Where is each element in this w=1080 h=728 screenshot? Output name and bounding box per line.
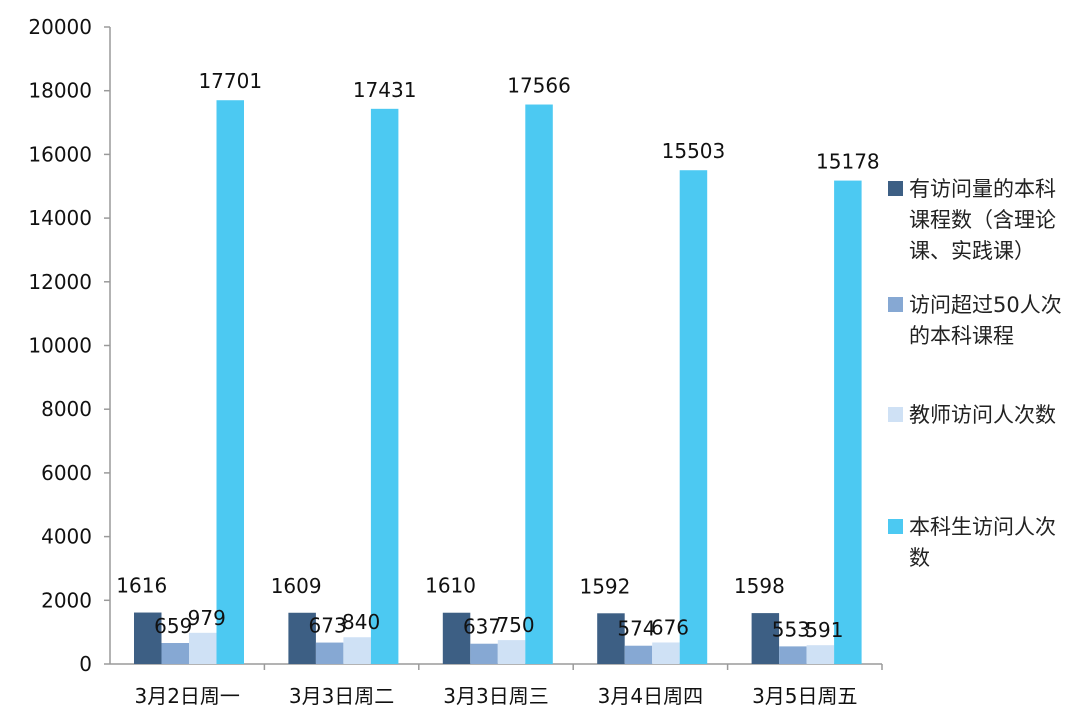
data-label: 750 [496,613,534,637]
bar [525,104,553,665]
legend-label: 教师访问人次数 [909,403,1056,427]
x-category-label: 3月3日周三 [443,684,548,708]
bar [806,645,835,664]
legend-item: 本科生访问人次数 [888,512,1067,574]
y-tick-label: 8000 [41,397,92,421]
bar [216,100,244,665]
bar [288,612,316,664]
x-category-label: 3月5日周五 [752,684,857,708]
bar [315,642,344,664]
data-label: 1592 [579,574,630,598]
y-axis-ticks: 0 2000 4000 6000 8000 10000 12000 14000 16000 180… [28,15,110,676]
y-tick-label: 16000 [28,142,92,166]
y-tick-label: 10000 [28,334,92,358]
data-label: 1598 [734,574,785,598]
data-label: 1616 [116,574,167,598]
bar [751,613,780,664]
data-label: 15178 [816,150,880,174]
bar [597,613,625,664]
bar [624,645,653,664]
y-tick-label: 14000 [28,206,92,230]
bar [189,632,217,664]
legend-swatch [888,519,903,534]
data-label: 1609 [271,574,322,598]
data-label: 17431 [353,78,417,102]
data-label: 591 [805,618,843,642]
data-label: 637 [463,615,501,639]
bar [161,643,189,664]
data-label: 673 [309,614,347,638]
legend-swatch [888,181,903,196]
legend-item: 有访问量的本科课程数（含理论课、实践课） [888,174,1067,267]
legend-label: 有访问量的本科课程数（含理论课、实践课） [909,177,1056,263]
bar [370,108,399,665]
x-category-label: 3月4日周四 [598,684,703,708]
y-tick-label: 18000 [28,79,92,103]
legend-item: 访问超过50人次的本科课程 [888,290,1067,352]
bar [497,640,526,664]
data-label: 553 [772,617,810,641]
legend-label: 访问超过50人次的本科课程 [909,293,1062,348]
data-label: 15503 [662,139,726,163]
bar [134,612,162,664]
data-labels: 1616 1609 1610 1592 1598 659 673 637 574 553 979 84… [116,69,879,642]
x-category-label: 3月2日周一 [134,684,239,708]
bar [652,642,680,664]
legend-label: 本科生访问人次数 [909,515,1056,570]
y-tick-label: 0 [79,652,92,676]
data-label: 17701 [198,69,262,93]
x-category-label: 3月3日周二 [289,684,394,708]
bar [834,180,862,665]
bar [679,170,708,665]
bar-group [134,100,862,665]
data-label: 1610 [425,574,476,598]
data-label: 659 [154,614,192,638]
legend-swatch [888,297,903,312]
bar [442,612,471,664]
y-tick-label: 6000 [41,461,92,485]
y-tick-label: 20000 [28,15,92,39]
data-label: 840 [342,610,380,634]
data-label: 979 [188,606,226,630]
bar [470,643,498,664]
data-label: 574 [617,617,655,641]
y-tick-label: 4000 [41,525,92,549]
bar [343,637,371,664]
bar [779,646,807,664]
data-label: 17566 [507,74,571,98]
x-axis-categories: 3月2日周一 3月3日周二 3月3日周三 3月4日周四 3月5日周五 [134,664,883,708]
y-tick-label: 2000 [41,588,92,612]
legend-item: 教师访问人次数 [888,400,1067,431]
legend-swatch [888,407,903,422]
data-label: 676 [651,615,689,639]
y-tick-label: 12000 [28,270,92,294]
